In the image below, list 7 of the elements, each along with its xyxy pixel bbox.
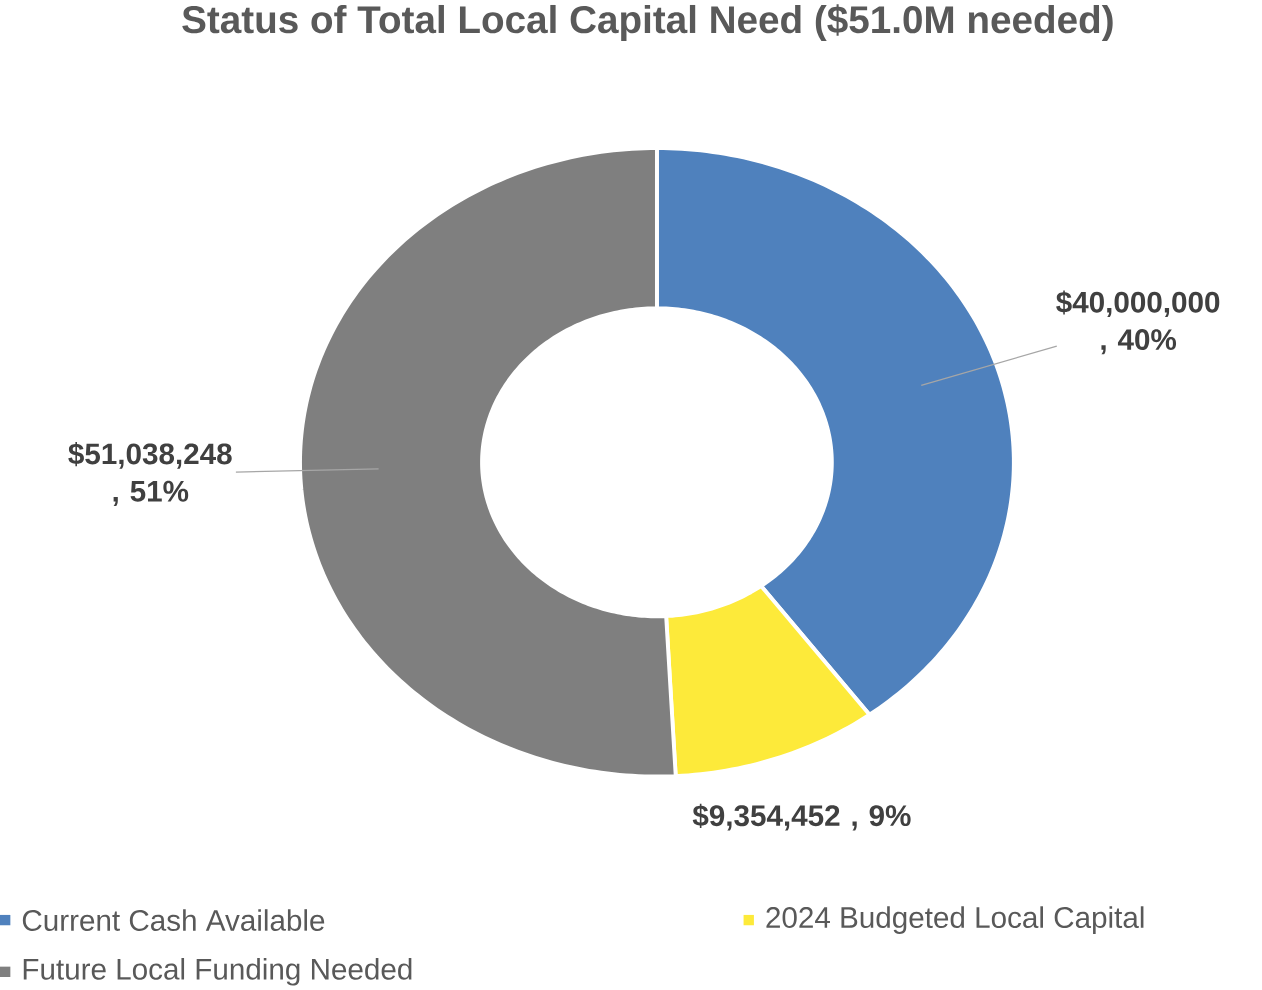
- legend-label: 2024 Budgeted Local Capital: [766, 906, 1144, 934]
- data-label: $40,000,000 , 40%: [1056, 290, 1220, 355]
- chart-title: Status of Total Local Capital Need ($51.0M needed): [182, 4, 1113, 42]
- legend-label: Future Local Funding Needed: [23, 958, 412, 986]
- legend-label: Current Cash Available: [22, 909, 325, 931]
- data-label: $9,354,452 , 9%: [692, 803, 911, 831]
- data-label: $51,038,248 , 51%: [68, 442, 232, 507]
